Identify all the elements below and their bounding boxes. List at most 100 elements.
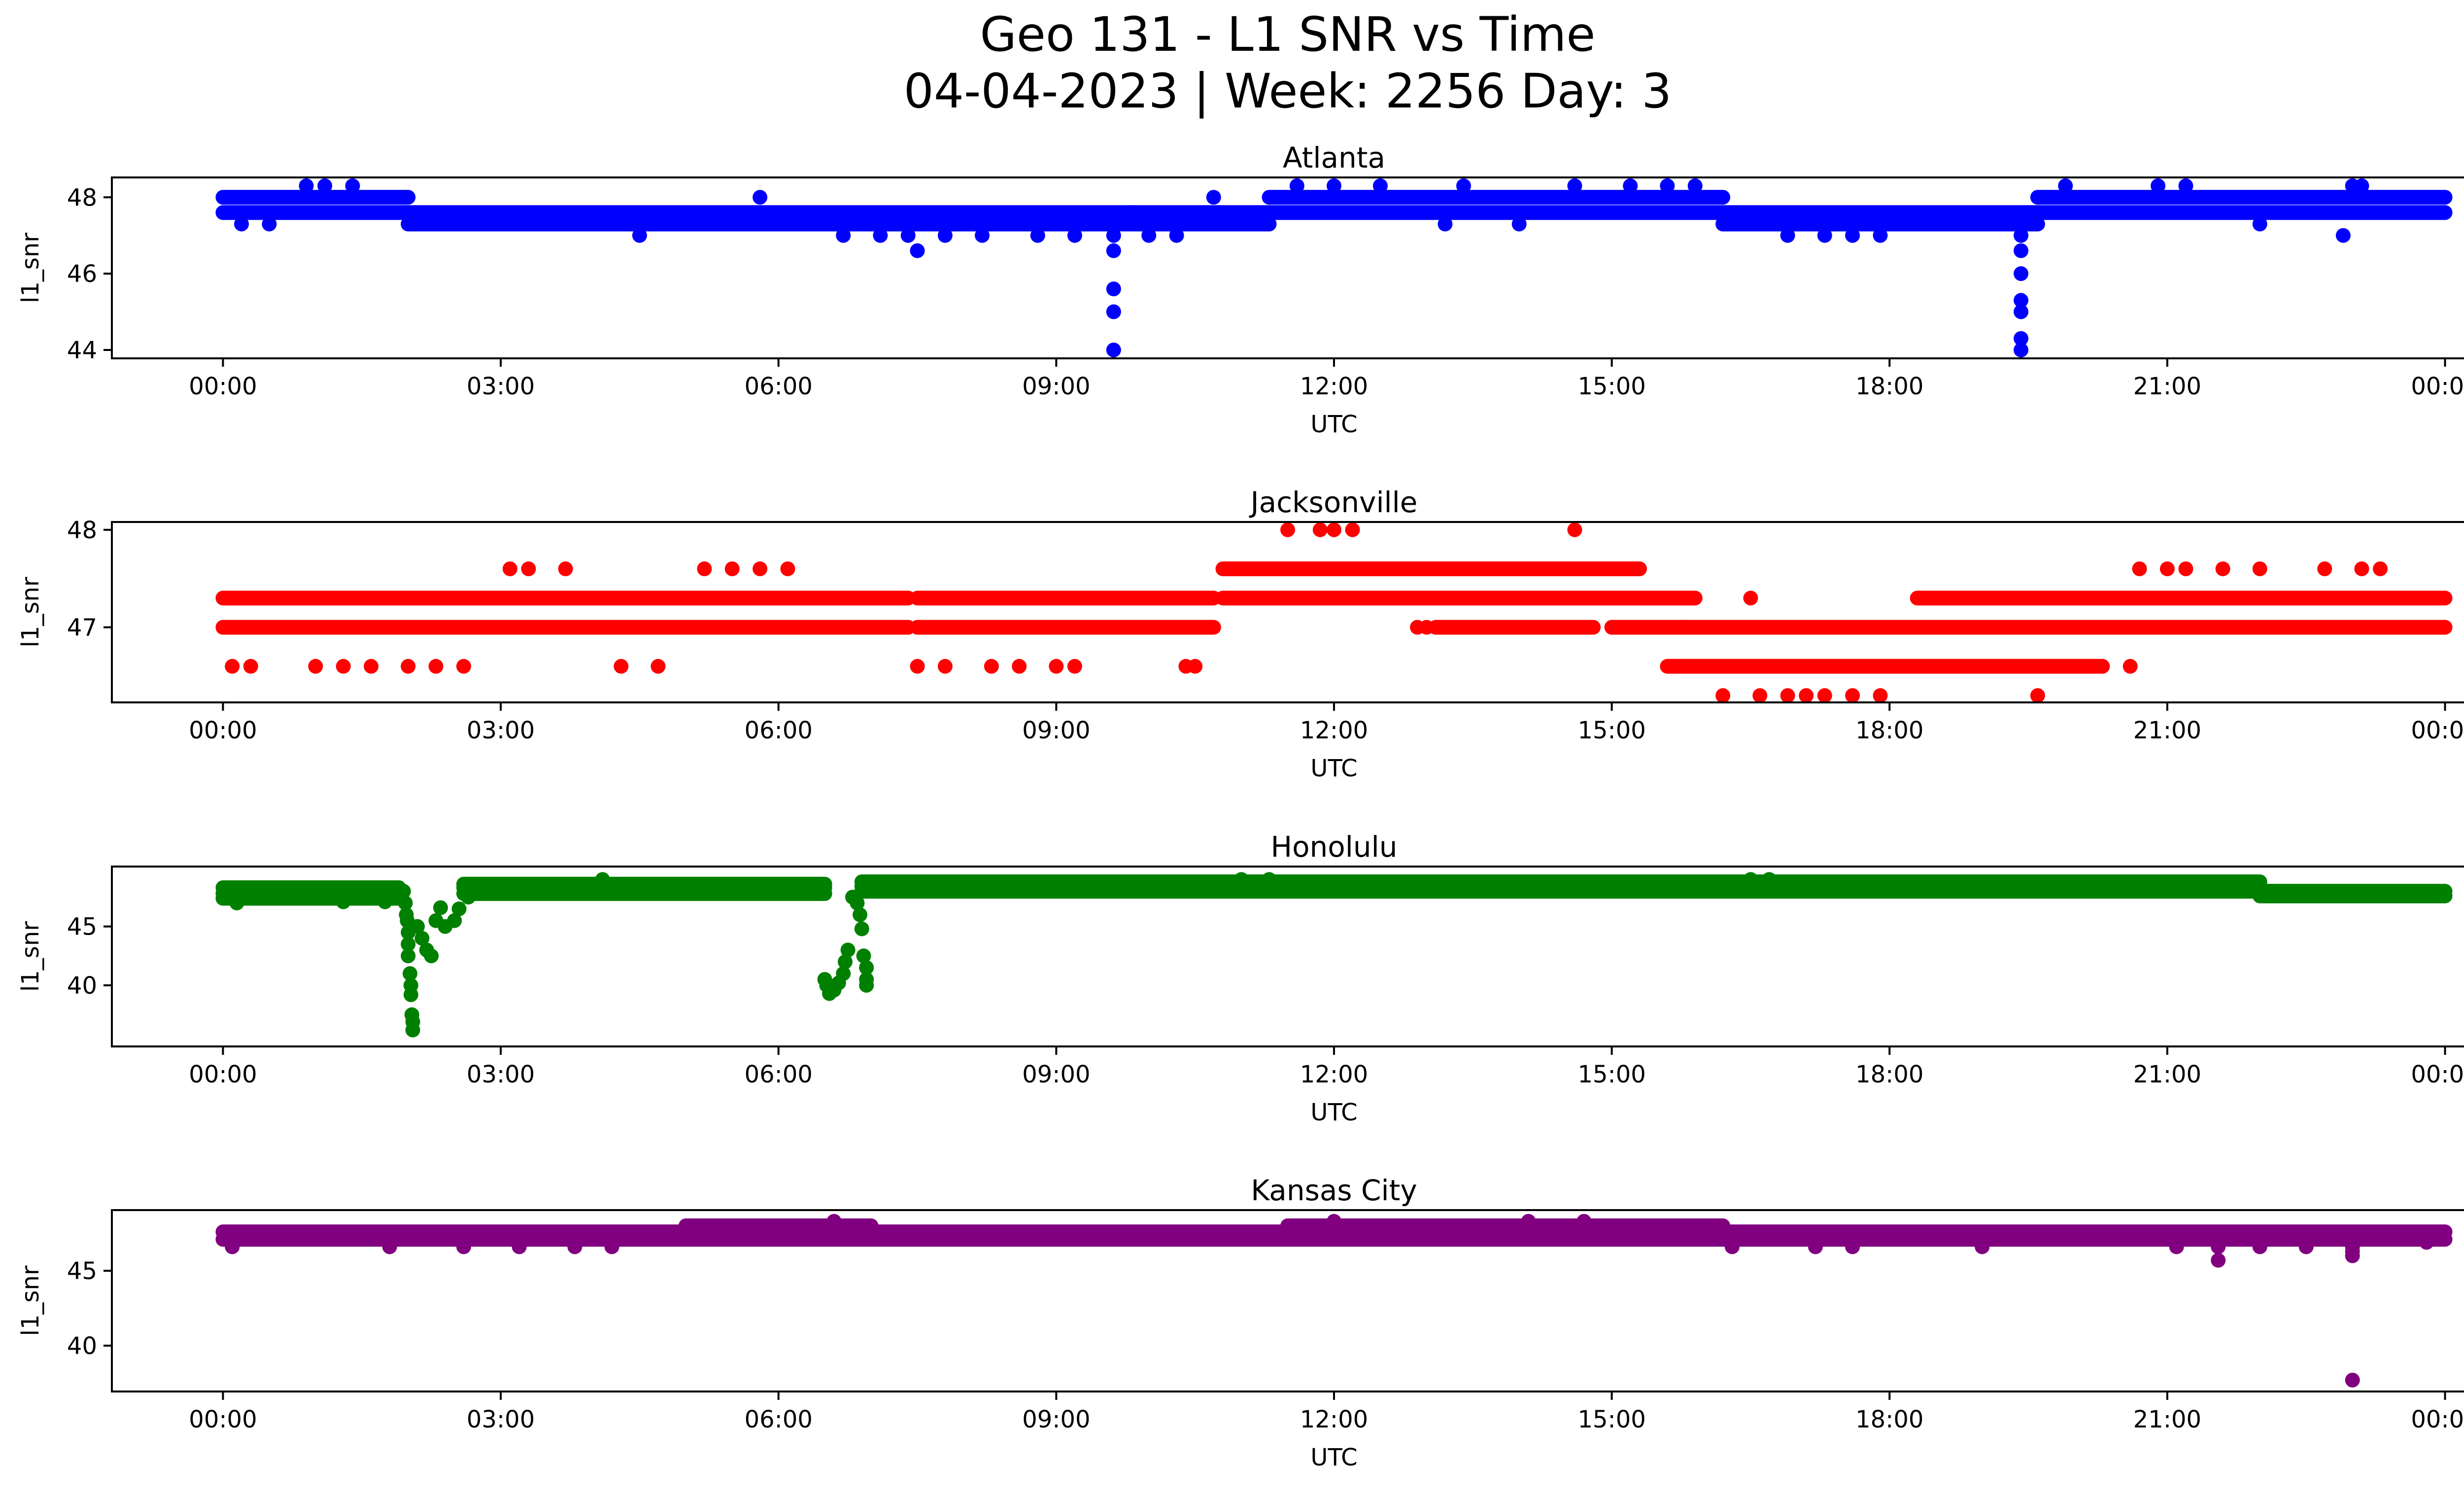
y-axis-label: l1_snr bbox=[17, 921, 44, 992]
data-point bbox=[1687, 178, 1703, 194]
data-band bbox=[1660, 659, 2110, 674]
data-point bbox=[317, 178, 333, 194]
data-band bbox=[456, 886, 832, 901]
data-point bbox=[225, 659, 240, 674]
x-tick-label: 21:00 bbox=[2133, 1406, 2201, 1433]
data-band bbox=[1123, 205, 1277, 220]
x-tick-label: 06:00 bbox=[745, 1061, 813, 1088]
data-band bbox=[1262, 190, 1731, 205]
data-point bbox=[1262, 872, 1277, 887]
data-band bbox=[1280, 1218, 1731, 1233]
y-axis-label: l1_snr bbox=[17, 577, 44, 647]
x-tick-label: 00:00 bbox=[189, 717, 257, 744]
data-point bbox=[1327, 178, 1341, 194]
subplot-jacksonville: 00:00 03:00 06:00 09:00 12:00 15:00 18:00 21:00… bbox=[17, 486, 2464, 782]
x-tick-label: 12:00 bbox=[1300, 717, 1368, 744]
x-tick-label: 09:00 bbox=[1022, 1061, 1090, 1088]
data-point bbox=[1724, 1239, 1740, 1254]
y-axis-label: l1_snr bbox=[17, 1265, 44, 1336]
data-band bbox=[1715, 205, 2045, 220]
data-band-run bbox=[1910, 591, 2453, 606]
data-band bbox=[1678, 620, 2453, 635]
data-point bbox=[1234, 872, 1249, 887]
data-point bbox=[308, 659, 323, 674]
figure-title-line2: 04-04-2023 | Week: 2256 Day: 3 bbox=[904, 64, 1672, 119]
data-band-run bbox=[1123, 216, 1277, 232]
x-tick-label: 00:00 bbox=[189, 373, 257, 400]
data-band bbox=[1586, 591, 1647, 606]
data-point bbox=[2058, 178, 2073, 194]
x-tick-label: 00:00 bbox=[2411, 717, 2464, 744]
data-point bbox=[1567, 522, 1582, 537]
data-band-run bbox=[1660, 659, 2110, 674]
subplots: 00:00 03:00 06:00 09:00 12:00 15:00 18:00 21:00… bbox=[17, 141, 2464, 1471]
x-tick-label: 18:00 bbox=[1855, 717, 1923, 744]
x-tick-label: 12:00 bbox=[1300, 1406, 1368, 1433]
data-band-run bbox=[1123, 205, 1277, 220]
data-point bbox=[414, 931, 430, 946]
data-point bbox=[2014, 228, 2029, 243]
data-point bbox=[614, 659, 629, 674]
data-point bbox=[1623, 178, 1638, 194]
data-band bbox=[215, 190, 416, 205]
data-point bbox=[1845, 228, 1860, 243]
data-band-run bbox=[215, 891, 407, 906]
data-point bbox=[1780, 688, 1795, 702]
x-tick-label: 03:00 bbox=[467, 1406, 535, 1433]
data-point bbox=[1808, 1239, 1823, 1254]
data-band-run bbox=[1215, 591, 1601, 606]
x-tick-label: 15:00 bbox=[1577, 1406, 1645, 1433]
data-point bbox=[1106, 281, 1121, 297]
x-tick-label: 15:00 bbox=[1577, 1061, 1645, 1088]
data-point bbox=[1289, 178, 1304, 194]
x-tick-label: 00:00 bbox=[2411, 1061, 2464, 1088]
subplot-atlanta: 00:00 03:00 06:00 09:00 12:00 15:00 18:00 21:00… bbox=[17, 141, 2464, 438]
data-point bbox=[2159, 561, 2175, 576]
data-point bbox=[873, 228, 888, 243]
x-tick-label: 12:00 bbox=[1300, 373, 1368, 400]
data-point bbox=[401, 948, 416, 964]
data-point bbox=[1327, 522, 1341, 537]
x-tick-label: 15:00 bbox=[1577, 717, 1645, 744]
data-band-run bbox=[854, 884, 2267, 899]
data-point bbox=[1845, 688, 1860, 702]
data-band-run bbox=[215, 190, 416, 205]
data-point bbox=[840, 942, 856, 958]
data-point bbox=[937, 228, 953, 243]
data-point bbox=[836, 966, 851, 981]
subplot-honolulu: 00:00 03:00 06:00 09:00 12:00 15:00 18:00 21:00… bbox=[17, 830, 2464, 1126]
data-point bbox=[1030, 228, 1045, 243]
data-point bbox=[632, 228, 647, 243]
data-band-run bbox=[1215, 561, 1601, 576]
data-point bbox=[234, 216, 249, 232]
y-tick-label: 45 bbox=[67, 1257, 97, 1285]
subplot-title: Kansas City bbox=[1251, 1174, 1417, 1207]
data-band bbox=[1262, 205, 1731, 220]
x-tick-label: 21:00 bbox=[2133, 717, 2201, 744]
data-band bbox=[1910, 591, 2453, 606]
data-point bbox=[401, 659, 416, 674]
data-point bbox=[2298, 1239, 2314, 1254]
data-band-run bbox=[1262, 190, 1731, 205]
data-band-run bbox=[215, 620, 916, 635]
data-point bbox=[2252, 216, 2267, 232]
data-point bbox=[1067, 659, 1082, 674]
data-point bbox=[1817, 228, 1832, 243]
data-band bbox=[401, 205, 1138, 220]
data-point bbox=[2014, 342, 2029, 357]
y-tick-label: 40 bbox=[67, 1332, 97, 1360]
data-band-run bbox=[1280, 1218, 1731, 1233]
x-tick-label: 15:00 bbox=[1577, 373, 1645, 400]
data-band-run bbox=[678, 1218, 879, 1233]
data-point bbox=[243, 659, 258, 674]
data-point bbox=[1817, 688, 1832, 702]
data-point bbox=[410, 919, 425, 934]
data-point bbox=[724, 561, 740, 576]
data-band bbox=[678, 1218, 879, 1233]
x-tick-label: 12:00 bbox=[1300, 1061, 1368, 1088]
data-band bbox=[215, 591, 916, 606]
subplot-title: Atlanta bbox=[1283, 141, 1385, 174]
data-point bbox=[1762, 872, 1777, 887]
plot-area bbox=[215, 872, 2453, 1038]
